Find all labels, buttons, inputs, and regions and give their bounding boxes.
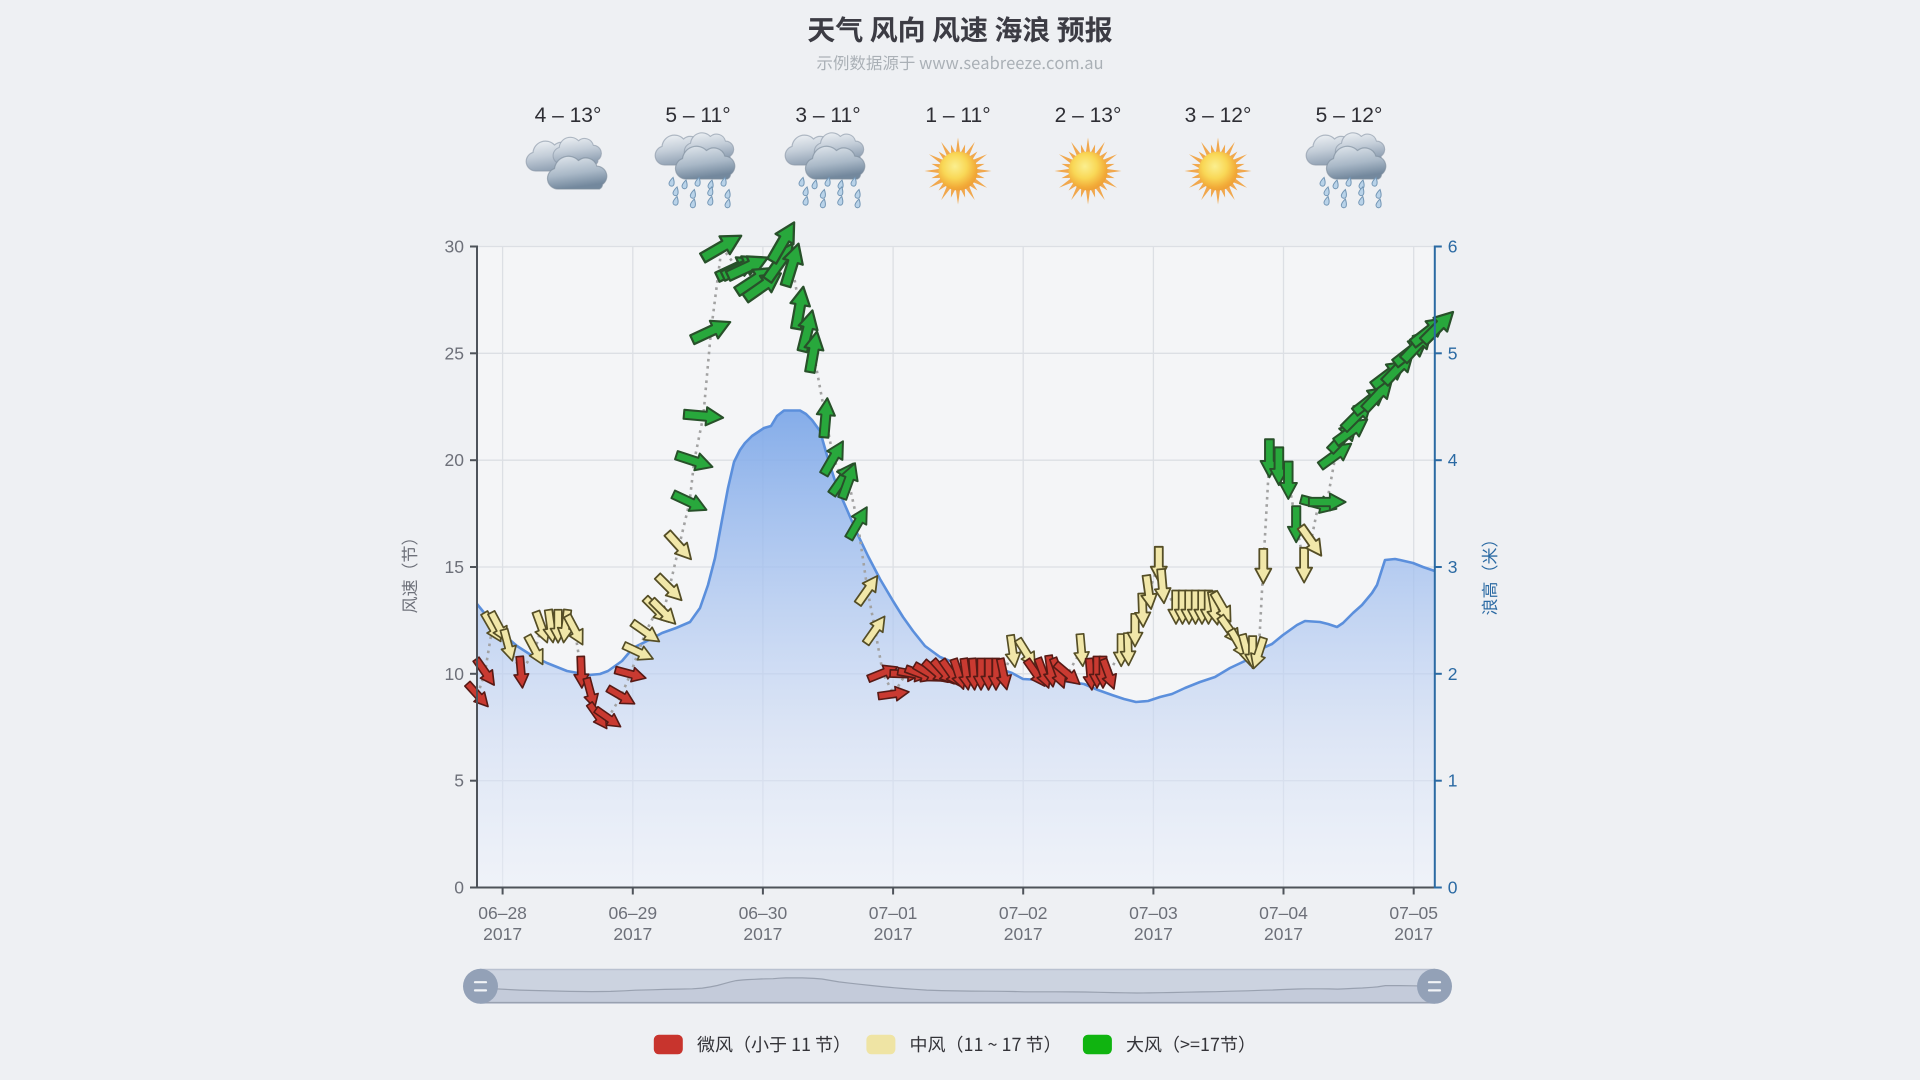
svg-text:5 – 12°: 5 – 12°: [1316, 104, 1383, 127]
svg-text:2017: 2017: [483, 924, 522, 944]
svg-text:2017: 2017: [1394, 924, 1433, 944]
svg-text:10: 10: [445, 664, 465, 684]
svg-text:6: 6: [1448, 237, 1458, 257]
svg-text:06–28: 06–28: [478, 903, 527, 923]
svg-text:2017: 2017: [613, 924, 652, 944]
svg-text:07–04: 07–04: [1259, 903, 1308, 923]
svg-text:06–29: 06–29: [608, 903, 657, 923]
svg-text:25: 25: [445, 343, 464, 363]
svg-text:2: 2: [1448, 664, 1458, 684]
svg-text:1 – 11°: 1 – 11°: [925, 104, 990, 127]
svg-text:1: 1: [1448, 771, 1458, 791]
svg-text:4: 4: [1448, 450, 1458, 470]
svg-text:5: 5: [454, 771, 464, 791]
svg-text:07–03: 07–03: [1129, 903, 1178, 923]
svg-text:2017: 2017: [1264, 924, 1303, 944]
svg-text:2017: 2017: [874, 924, 913, 944]
svg-text:3: 3: [1448, 557, 1458, 577]
svg-text:5 – 11°: 5 – 11°: [665, 104, 730, 127]
svg-text:2017: 2017: [1004, 924, 1043, 944]
svg-text:2017: 2017: [743, 924, 782, 944]
svg-text:07–05: 07–05: [1389, 903, 1438, 923]
svg-text:07–02: 07–02: [999, 903, 1048, 923]
svg-text:5: 5: [1448, 343, 1458, 363]
svg-text:2017: 2017: [1134, 924, 1173, 944]
svg-text:2 – 13°: 2 – 13°: [1055, 104, 1122, 127]
svg-text:30: 30: [445, 237, 465, 257]
svg-text:0: 0: [1448, 878, 1458, 898]
svg-text:06–30: 06–30: [739, 903, 788, 923]
svg-text:0: 0: [454, 878, 464, 898]
svg-text:3 – 11°: 3 – 11°: [795, 104, 860, 127]
svg-text:4 – 13°: 4 – 13°: [535, 104, 602, 127]
svg-text:15: 15: [445, 557, 464, 577]
svg-text:07–01: 07–01: [869, 903, 918, 923]
svg-text:3 – 12°: 3 – 12°: [1185, 104, 1252, 127]
svg-text:20: 20: [445, 450, 465, 470]
